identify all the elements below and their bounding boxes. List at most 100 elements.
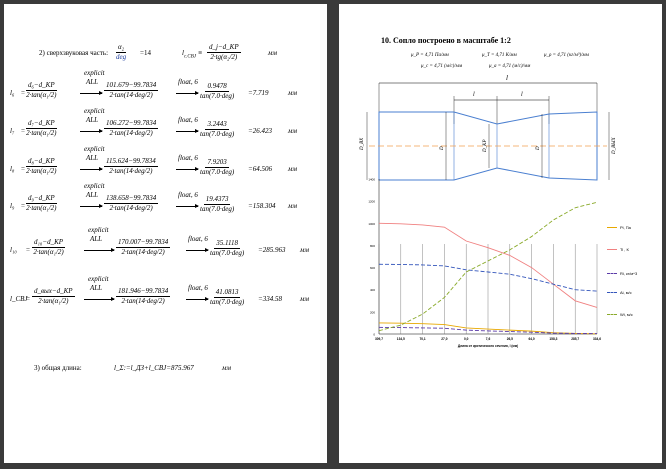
calc-fraction: 101.679−99.7834 2·tan(14·deg/2) [104, 81, 159, 99]
alpha-fraction: α₂ deg [116, 44, 127, 61]
param-mu-rho: μ_ρ = 4,71 (кг/м³)/мм [544, 53, 589, 58]
float-label: float, 6 [188, 284, 208, 292]
row-lhs: l_CBJ [10, 295, 28, 303]
explicit-label: explicit [84, 145, 105, 153]
x-tick-label: 309,7 [375, 337, 383, 341]
row-unit: мм [288, 165, 297, 173]
left-page: 2) сверхзвуковая часть: α₂ deg =14 lc.CB… [4, 4, 327, 463]
float-label: float, 6 [178, 191, 198, 199]
legend-label: Ai, м/с [620, 290, 632, 295]
all-label: ALL [86, 78, 99, 86]
row-unit: мм [300, 295, 309, 303]
all-label: ALL [90, 284, 103, 292]
d-in-label: D_BX [360, 137, 365, 151]
symbolic-fraction: d₇−d_KP 2·tan(α₁/2) [26, 119, 57, 137]
legend-item: Pi, Па [607, 225, 631, 230]
symbolic-fraction: d_вых−d_KP 2·tan(α₁/2) [32, 287, 75, 305]
param-mu-a: μ_a = 4,71 (м/с)/мм [489, 64, 531, 69]
row-unit: мм [288, 89, 297, 97]
float-label: float, 6 [178, 154, 198, 162]
explicit-label: explicit [88, 275, 109, 283]
alpha-den: deg [116, 53, 127, 61]
param-mu-p: μ_P = 4,71 Па/мм [411, 53, 449, 58]
legend-label: Ri, кг/м^3 [620, 271, 638, 276]
result-fraction: 0.9478 tan(7.0·deg) [200, 82, 235, 100]
legend-label: Ti , К [620, 247, 629, 252]
y-tick-label: 200 [370, 310, 375, 314]
series-line-1 [378, 222, 598, 308]
nozzle-drawing: l l l D_BX D D_KP D D_BЫX [360, 74, 617, 181]
row-unit: мм [300, 246, 309, 254]
param-mu-t: μ_T = 4,71 К/мм [482, 53, 517, 58]
d-mid-left-label: D [440, 146, 445, 151]
d-out-label: D_BЫX [612, 136, 617, 155]
assign-operator: = [21, 89, 25, 97]
y-tick-label: 400 [370, 288, 375, 292]
series-line-4 [378, 201, 598, 332]
all-label: ALL [86, 116, 99, 124]
legend-swatch [607, 292, 617, 294]
alpha-value: =14 [140, 49, 151, 57]
legend-item: Wi, м/с [607, 312, 633, 317]
all-label: ALL [86, 154, 99, 162]
row-value: =158.304 [248, 202, 276, 210]
symbolic-fraction: d₁₀−d_KP 2·tan(α₁/2) [32, 238, 66, 256]
explicit-label: explicit [88, 226, 109, 234]
series-line-2 [378, 326, 598, 335]
assign-operator: = [26, 295, 30, 303]
d-kp-label: D_KP [483, 140, 488, 154]
row-lhs: l₆ [10, 89, 15, 97]
row-value: =285.963 [258, 246, 286, 254]
legend-item: Ri, кг/м^3 [607, 271, 637, 276]
float-label: float, 6 [178, 78, 198, 86]
x-tick-label: 0,0 [464, 337, 469, 341]
explicit-label: explicit [84, 107, 105, 115]
assign-operator: = [21, 202, 25, 210]
y-tick-label: 0 [373, 333, 375, 337]
all-label: ALL [86, 191, 99, 199]
row-lhs: l₁₀ [10, 246, 17, 254]
total-length-label: l [506, 74, 508, 82]
row-unit: мм [288, 202, 297, 210]
y-tick-label: 1400 [368, 178, 375, 182]
series-line-3 [378, 263, 598, 292]
explicit-arrow [80, 91, 103, 95]
all-label: ALL [90, 235, 103, 243]
calc-fraction: 115.624−99.7834 2·tan(14·deg/2) [104, 157, 158, 175]
float-arrow [186, 297, 209, 301]
explicit-arrow [80, 167, 103, 171]
d-mid-right-label: D [536, 146, 541, 151]
legend-label: Wi, м/с [620, 312, 633, 317]
legend-swatch [607, 273, 617, 275]
x-tick-label: 64,0 [528, 337, 534, 341]
row-lhs: l₇ [10, 127, 15, 135]
legend-swatch [607, 249, 617, 251]
right-page: 10. Сопло построено в масштабе 1:2 μ_P =… [339, 4, 662, 463]
nozzle-outline [378, 111, 598, 181]
explicit-arrow [84, 248, 115, 252]
seg-right-label: l [521, 92, 523, 98]
float-arrow [176, 167, 199, 171]
lc-lhs: lc.CBJ ≡ [182, 49, 203, 60]
x-tick-label: 27,0 [441, 337, 447, 341]
symbolic-fraction: d₈−d_KP 2·tan(α₁/2) [26, 157, 57, 175]
legend-swatch [607, 227, 617, 229]
float-arrow [176, 204, 199, 208]
x-tick-label: 26,5 [507, 337, 513, 341]
assign-operator: = [21, 165, 25, 173]
total-formula: l_Σ:=l_ДЗ+l_CBJ=875.967 [114, 364, 194, 372]
explicit-arrow [80, 129, 103, 133]
float-label: float, 6 [178, 116, 198, 124]
result-fraction: 7.9203 tan(7.0·deg) [200, 158, 235, 176]
result-fraction: 41.0813 tan(7.0·deg) [210, 288, 245, 306]
seg-left-label: l [473, 92, 475, 98]
y-tick-label: 1000 [368, 222, 375, 226]
row-value: =26.423 [248, 127, 272, 135]
row-value: =334.58 [258, 295, 282, 303]
assign-operator: = [26, 246, 30, 254]
x-tick-label: 70,1 [419, 337, 425, 341]
explicit-arrow [80, 204, 103, 208]
row-lhs: l₈ [10, 165, 15, 173]
legend-item: Ti , К [607, 247, 629, 252]
calc-fraction: 106.272−99.7834 2·tan(14·deg/2) [104, 119, 159, 137]
